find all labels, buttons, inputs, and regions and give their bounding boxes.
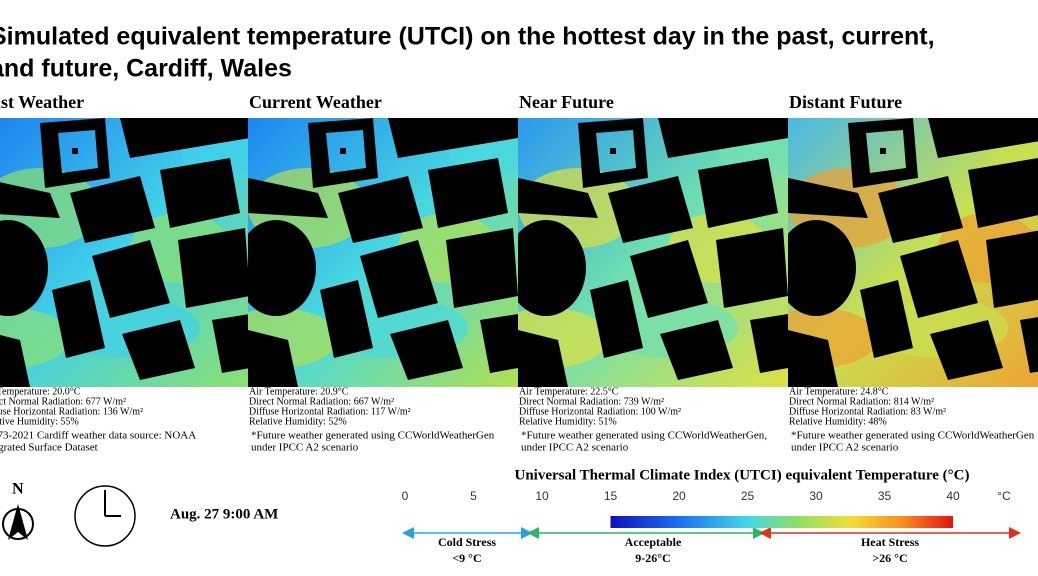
- legend-tick-label: 30: [809, 489, 823, 503]
- panel-info: Relative Humidity: 55%: [0, 416, 79, 427]
- compass-icon: [2, 504, 34, 540]
- panel-info: Air Temperature: 22.5°C: [519, 386, 619, 397]
- legend-tick-label: 5: [470, 489, 477, 503]
- panel-label: Distant Future: [789, 92, 902, 112]
- panel-info: Diffuse Horizontal Radiation: 136 W/m²: [0, 406, 143, 417]
- panel-note: *Future weather generated using CCWorldW…: [791, 430, 1035, 442]
- map-panel: [248, 118, 518, 387]
- panel-info: Direct Normal Radiation: 677 W/m²: [0, 396, 126, 407]
- legend-tick-label: 25: [741, 489, 755, 503]
- title-line: Simulated equivalent temperature (UTCI) …: [0, 23, 935, 51]
- zone-name: Acceptable: [625, 535, 682, 549]
- panel-label: Current Weather: [249, 92, 382, 112]
- legend-tick-label: 40: [946, 489, 960, 503]
- map-panel: [0, 118, 250, 387]
- zone-range: <9 °C: [452, 551, 481, 565]
- zone-name: Cold Stress: [438, 535, 496, 549]
- legend-tick-label: 35: [878, 489, 892, 503]
- panel-info: Air Temperature: 20.9°C: [249, 386, 349, 397]
- legend-title: Universal Thermal Climate Index (UTCI) e…: [514, 467, 969, 483]
- panel-note: under IPCC A2 scenario: [521, 442, 629, 454]
- title-line: and future, Cardiff, Wales: [0, 55, 292, 83]
- panel-info: Relative Humidity: 52%: [249, 416, 347, 427]
- panel-info: Diffuse Horizontal Radiation: 117 W/m²: [249, 406, 411, 417]
- legend-tick-label: 15: [604, 489, 618, 503]
- panel-note: *Future weather generated using CCWorldW…: [521, 430, 767, 442]
- date-label: Aug. 27 9:00 AM: [170, 506, 278, 522]
- panel-note: *1973-2021 Cardiff weather data source: …: [0, 430, 196, 442]
- legend-tick-label: 10: [535, 489, 549, 503]
- clock-icon: [74, 485, 136, 547]
- legend-tick-label: 0: [402, 489, 409, 503]
- compass-label: N: [12, 481, 24, 498]
- panel-info: Relative Humidity: 51%: [519, 416, 617, 427]
- legend-tick-label: 20: [672, 489, 686, 503]
- zone-range: >26 °C: [872, 551, 907, 565]
- panel-info: Direct Normal Radiation: 667 W/m²: [249, 396, 394, 407]
- panel-info: Diffuse Horizontal Radiation: 100 W/m²: [519, 406, 681, 417]
- panel-note: under IPCC A2 scenario: [791, 442, 899, 454]
- panel-label: Past Weather: [0, 92, 84, 112]
- panel-note: under IPCC A2 scenario: [251, 442, 359, 454]
- panel-info: Relative Humidity: 48%: [789, 416, 887, 427]
- panel-note: Integrated Surface Dataset: [0, 442, 98, 454]
- panel-info: Air Temperature: 24.8°C: [789, 386, 889, 397]
- map-panel: [518, 118, 788, 387]
- legend-unit: °C: [997, 489, 1011, 503]
- zone-name: Heat Stress: [861, 535, 919, 549]
- zone-range: 9-26°C: [635, 551, 670, 565]
- map-panel: [788, 118, 1038, 387]
- panel-info: Direct Normal Radiation: 814 W/m²: [789, 396, 934, 407]
- panel-note: *Future weather generated using CCWorldW…: [251, 430, 495, 442]
- panel-info: Direct Normal Radiation: 739 W/m²: [519, 396, 664, 407]
- panel-label: Near Future: [519, 92, 614, 112]
- colorbar: [610, 516, 953, 528]
- panel-info: Diffuse Horizontal Radiation: 83 W/m²: [789, 406, 946, 417]
- panel-info: Air Temperature: 20.0°C: [0, 386, 81, 397]
